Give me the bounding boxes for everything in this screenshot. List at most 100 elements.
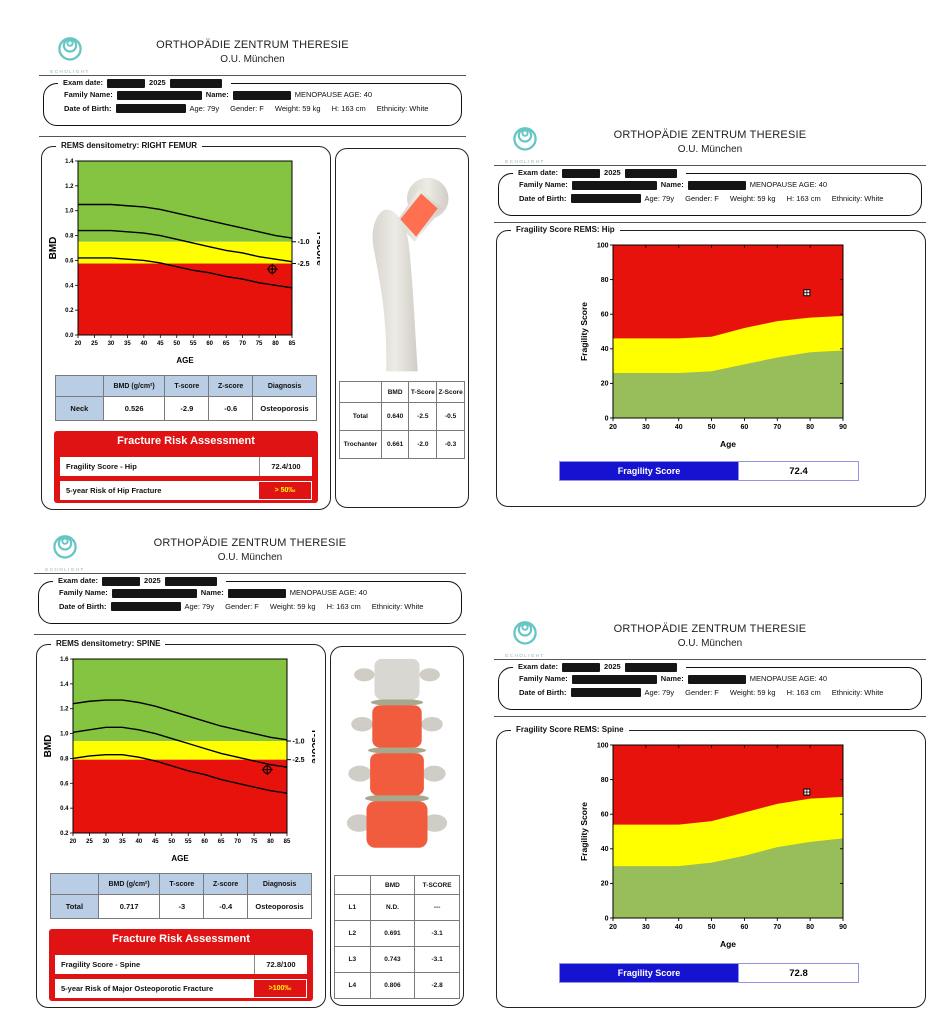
svg-text:90: 90	[839, 924, 847, 931]
svg-text:0.0: 0.0	[65, 333, 74, 339]
report-femur: ECHOLIGHT ORTHOPÄDIE ZENTRUM THERESIE O.…	[35, 28, 470, 514]
table-label-cell: L1	[334, 894, 371, 921]
spine-detail-box: BMD T-SCORE L1 N.D. --- L2 0.691 -3.1 L3…	[330, 646, 464, 1006]
fragility-hip-section: Fragility Score REMS: Hip 20 30 40 50 60 70 80…	[496, 225, 926, 507]
report-spine: ECHOLIGHT ORTHOPÄDIE ZENTRUM THERESIE O.…	[30, 526, 470, 1012]
table-value-cell: -0.5	[436, 402, 465, 431]
table-label-cell: L3	[334, 946, 371, 973]
svg-text:0.6: 0.6	[60, 781, 69, 787]
svg-text:60: 60	[206, 341, 213, 347]
age-value: Age: 79y	[644, 193, 675, 203]
table-header-cell: T-SCORE	[414, 875, 460, 895]
svg-text:30: 30	[103, 839, 110, 845]
redacted-family-name	[571, 674, 657, 684]
clinic-header: ORTHOPÄDIE ZENTRUM THERESIE O.U. München	[35, 39, 470, 65]
weight-value: Weight: 59 kg	[729, 687, 776, 697]
ethnicity-value: Ethnicity: White	[376, 103, 429, 113]
svg-text:40: 40	[601, 346, 609, 353]
table-value-cell: -0.3	[436, 430, 465, 459]
svg-text:30: 30	[642, 924, 650, 931]
family-name-label: Family Name:	[519, 674, 568, 683]
table-header-cell: Diagnosis	[252, 375, 317, 397]
svg-text:80: 80	[267, 839, 274, 845]
table-header-cell: Z-Score	[436, 381, 465, 403]
family-name-label: Family Name:	[59, 588, 108, 597]
svg-text:40: 40	[141, 341, 148, 347]
patient-info-box: Exam date: 2025 Family Name: Name: MENOPAUS…	[38, 576, 462, 624]
table-value-cell: Osteoporosis	[247, 894, 312, 919]
table-label-cell: L4	[334, 972, 371, 999]
table-header-cell: BMD	[369, 875, 416, 895]
fragility-age-chart-hip: 20 30 40 50 60 70 80 90020406080100AgeFragility…	[579, 242, 847, 449]
table-value-cell: 0.640	[380, 402, 410, 431]
name-label: Name:	[200, 588, 224, 597]
svg-text:75: 75	[256, 341, 263, 347]
height-value: H: 163 cm	[786, 687, 821, 697]
svg-text:1.2: 1.2	[60, 707, 69, 713]
table-header-cell: Diagnosis	[247, 873, 312, 895]
svg-text:50: 50	[708, 424, 716, 431]
svg-text:65: 65	[218, 839, 225, 845]
table-value-cell: -2.0	[408, 430, 438, 459]
svg-text:1.6: 1.6	[60, 657, 69, 663]
svg-text:-2.5: -2.5	[293, 757, 305, 764]
svg-text:55: 55	[190, 341, 197, 347]
echolight-logo: ECHOLIGHT	[42, 531, 88, 572]
svg-text:1.2: 1.2	[65, 184, 74, 190]
risk-row: Fragility Score - Hip 72.4/100	[60, 457, 312, 476]
svg-text:0.8: 0.8	[65, 234, 74, 240]
gender-value: Gender: F	[685, 193, 719, 203]
table-value-cell: -0.4	[203, 894, 249, 919]
femur-densitometry-section: REMS densitometry: RIGHT FEMUR 20 25 30 35 4…	[41, 141, 331, 510]
clinic-unit: O.U. München	[677, 144, 743, 155]
svg-text:25: 25	[91, 341, 98, 347]
svg-text:Age: Age	[720, 939, 736, 949]
patient-demographics-line: Date of Birth: Age: 79y Gender: F Weight: 5…	[59, 602, 461, 612]
fragility-score-bar: Fragility Score 72.8	[559, 963, 859, 983]
table-header-cell: Z-score	[203, 873, 249, 895]
redacted-family-name	[116, 90, 202, 100]
vertebra-l2	[372, 705, 422, 748]
table-value-cell: 0.743	[369, 946, 416, 973]
divider	[494, 716, 926, 717]
table-value-cell: N.D.	[369, 894, 416, 921]
redacted-dob	[570, 194, 641, 204]
redacted-family-name	[111, 588, 197, 598]
section-title: REMS densitometry: SPINE	[51, 639, 166, 648]
clinic-unit: O.U. München	[220, 54, 285, 65]
divider	[494, 222, 926, 223]
clinic-header: ORTHOPÄDIE ZENTRUM THERESIE O.U. München	[490, 129, 930, 155]
redacted-dob	[570, 688, 641, 698]
svg-text:Fragility Score: Fragility Score	[579, 802, 589, 861]
svg-text:T-score: T-score	[314, 230, 320, 266]
svg-text:60: 60	[201, 839, 208, 845]
logo-label: ECHOLIGHT	[505, 159, 545, 164]
fragility-score-value: 72.4	[738, 462, 858, 480]
table-label-cell: Total	[50, 894, 99, 919]
svg-text:75: 75	[251, 839, 258, 845]
table-header-cell: T-score	[164, 375, 210, 397]
table-value-cell: ---	[414, 894, 460, 921]
femur-detail-box: BMD T-Score Z-Score Total 0.640 -2.5 -0.…	[335, 148, 469, 508]
menopause-age: MENOPAUSE AGE: 40	[289, 588, 368, 597]
exam-year: 2025	[149, 78, 166, 87]
svg-text:BMD: BMD	[48, 237, 59, 260]
dob-label: Date of Birth:	[59, 601, 107, 611]
table-value-cell: 0.691	[369, 920, 416, 947]
svg-text:BMD: BMD	[43, 735, 54, 758]
redacted-family-name	[571, 180, 657, 190]
echolight-logo-icon	[58, 37, 82, 61]
svg-text:60: 60	[601, 312, 609, 319]
fragility-score-value: 72.8	[738, 964, 858, 982]
svg-text:1.0: 1.0	[60, 732, 69, 738]
risk-row: Fragility Score - Spine 72.8/100	[55, 955, 307, 974]
svg-text:40: 40	[675, 924, 683, 931]
table-header-cell: T-Score	[408, 381, 438, 403]
patient-name-line: Family Name: Name: MENOPAUSE AGE: 40	[519, 180, 921, 190]
logo-label: ECHOLIGHT	[50, 69, 90, 74]
table-value-cell: 0.526	[102, 396, 166, 421]
redacted-date	[102, 576, 141, 586]
svg-text:60: 60	[741, 424, 749, 431]
femur-side-table: BMD T-Score Z-Score Total 0.640 -2.5 -0.…	[339, 381, 465, 459]
